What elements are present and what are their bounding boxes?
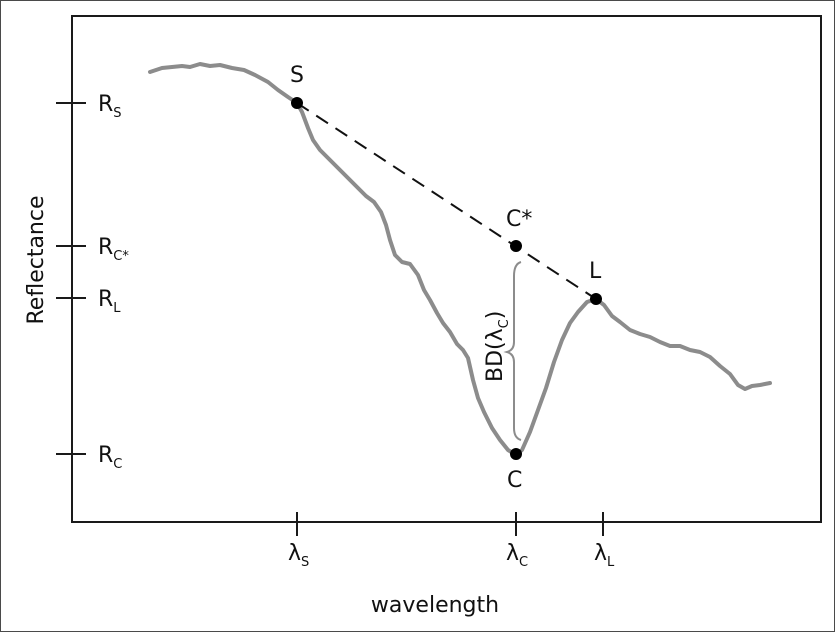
point-l: [590, 293, 602, 305]
plot-area: [71, 15, 822, 523]
y-label-rs: RS: [98, 92, 122, 121]
band-depth-brace: [503, 261, 522, 441]
x-label-lc: λC: [506, 541, 528, 570]
x-axis-title: wavelength: [371, 593, 499, 618]
y-label-rcstar: RC*: [98, 235, 129, 264]
point-s: [291, 97, 303, 109]
reflectance-curve: [148, 62, 772, 457]
y-axis-title: Reflectance: [24, 195, 49, 324]
continuum-line: [296, 102, 597, 300]
x-label-ll: λL: [594, 541, 615, 570]
label-c: C: [507, 468, 522, 493]
x-label-ls: λS: [288, 541, 309, 570]
label-s: S: [290, 63, 304, 88]
y-label-rc: RC: [98, 443, 122, 472]
band-depth-label: BD(λC): [483, 311, 512, 382]
point-c: [510, 448, 522, 460]
label-l: L: [589, 259, 602, 284]
y-label-rl: RL: [98, 287, 121, 316]
label-cstar: C*: [506, 207, 532, 232]
point-cstar: [510, 240, 522, 252]
